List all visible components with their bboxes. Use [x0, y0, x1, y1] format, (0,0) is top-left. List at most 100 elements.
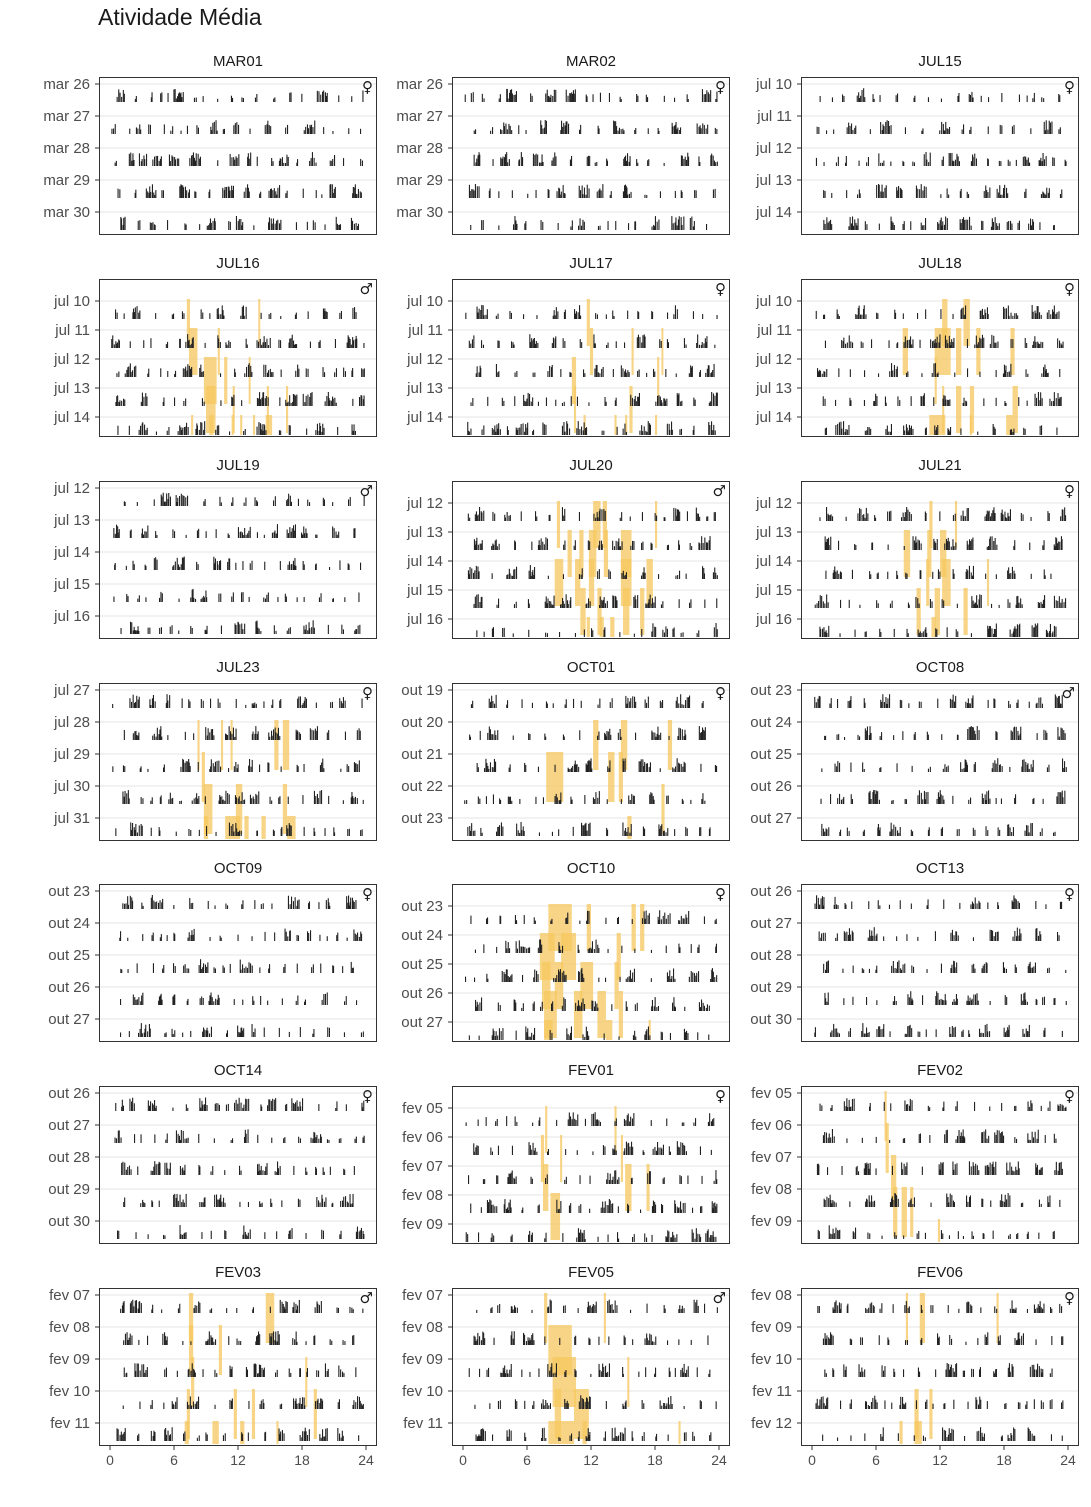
activity-bar [1004, 1032, 1006, 1037]
activity-bar [1028, 832, 1030, 836]
activity-bar [611, 1004, 613, 1011]
activity-bar [656, 733, 658, 740]
activity-bar [222, 129, 224, 134]
activity-bar [487, 765, 489, 772]
activity-bar [628, 976, 630, 982]
activity-bar [467, 570, 469, 579]
activity-bar [987, 1031, 989, 1037]
activity-bar [607, 342, 609, 348]
activity-bar [1058, 695, 1060, 708]
activity-bar [289, 92, 291, 102]
activity-bar [285, 193, 287, 198]
activity-bar [878, 830, 880, 836]
activity-bar [126, 369, 128, 377]
activity-bar [1058, 935, 1060, 941]
activity-bar [637, 95, 639, 102]
activity-bar [1024, 156, 1026, 166]
activity-bar [902, 731, 904, 740]
activity-bar [356, 1226, 358, 1239]
activity-bar [628, 372, 630, 377]
activity-bar [178, 564, 180, 570]
activity-bar [492, 734, 494, 740]
activity-bar [1014, 898, 1016, 909]
activity-bar [971, 698, 973, 708]
activity-bar [169, 792, 171, 804]
activity-bar [876, 185, 878, 198]
activity-bar [602, 599, 604, 608]
activity-bar [1042, 342, 1044, 348]
activity-bar [220, 373, 222, 377]
activity-bar [845, 343, 847, 348]
activity-bar [469, 517, 471, 521]
activity-bar [994, 513, 996, 521]
activity-bar [908, 703, 910, 708]
highlight-band [573, 386, 577, 433]
activity-bar [551, 365, 553, 377]
activity-bar [175, 370, 177, 377]
activity-bar [820, 898, 822, 909]
activity-bar [994, 428, 996, 435]
activity-bar [329, 567, 331, 570]
activity-bar [666, 398, 668, 406]
activity-bar [185, 497, 187, 506]
activity-bar [315, 1166, 317, 1175]
activity-bar [314, 222, 316, 230]
activity-bar [509, 764, 511, 772]
activity-bar [916, 542, 918, 550]
activity-bar [268, 732, 270, 740]
activity-bar [681, 191, 683, 198]
activity-bar [114, 1137, 116, 1143]
activity-bar [286, 500, 288, 506]
activity-bar [848, 928, 850, 941]
activity-bar [907, 602, 909, 608]
activity-bar [580, 574, 582, 579]
activity-bar [465, 312, 467, 319]
activity-bar [683, 736, 685, 740]
activity-bar [696, 343, 698, 348]
activity-bar [492, 511, 494, 521]
activity-bar [120, 1137, 122, 1143]
activity-bar [564, 431, 566, 435]
activity-bar [683, 1028, 685, 1040]
activity-bar [111, 128, 113, 134]
activity-bar [170, 130, 172, 134]
activity-bar [894, 968, 896, 973]
activity-bar [941, 827, 943, 836]
activity-bar [1009, 161, 1011, 166]
activity-bar [186, 370, 188, 377]
activity-bar [523, 394, 525, 406]
activity-bar [267, 345, 269, 348]
activity-bar [319, 790, 321, 804]
activity-bar [296, 905, 298, 909]
activity-bar [1015, 726, 1017, 740]
activity-bar [901, 700, 903, 708]
activity-bar [846, 342, 848, 348]
activity-bar [288, 342, 290, 348]
activity-bar [602, 184, 604, 198]
activity-bar [292, 901, 294, 909]
activity-bar [1042, 153, 1044, 166]
activity-bar [279, 700, 281, 708]
activity-bar [474, 514, 476, 521]
activity-bar [120, 1032, 122, 1037]
activity-bar [951, 929, 953, 941]
activity-bar [188, 968, 190, 973]
activity-bar [833, 129, 835, 134]
activity-bar [564, 540, 566, 550]
activity-bar [305, 624, 307, 634]
activity-bar [272, 190, 274, 198]
panel-border [801, 884, 1079, 1042]
activity-bar [122, 765, 124, 772]
activity-bar [183, 965, 185, 973]
activity-bar [497, 372, 499, 377]
activity-bar [127, 1167, 129, 1175]
activity-bar [649, 762, 651, 772]
activity-bar [866, 997, 868, 1005]
activity-bar [153, 192, 155, 198]
activity-bar [627, 153, 629, 166]
activity-bar [659, 700, 661, 708]
activity-bar [202, 967, 204, 973]
activity-bar [924, 511, 926, 521]
activity-bar [322, 758, 324, 772]
activity-bar [587, 1031, 589, 1040]
